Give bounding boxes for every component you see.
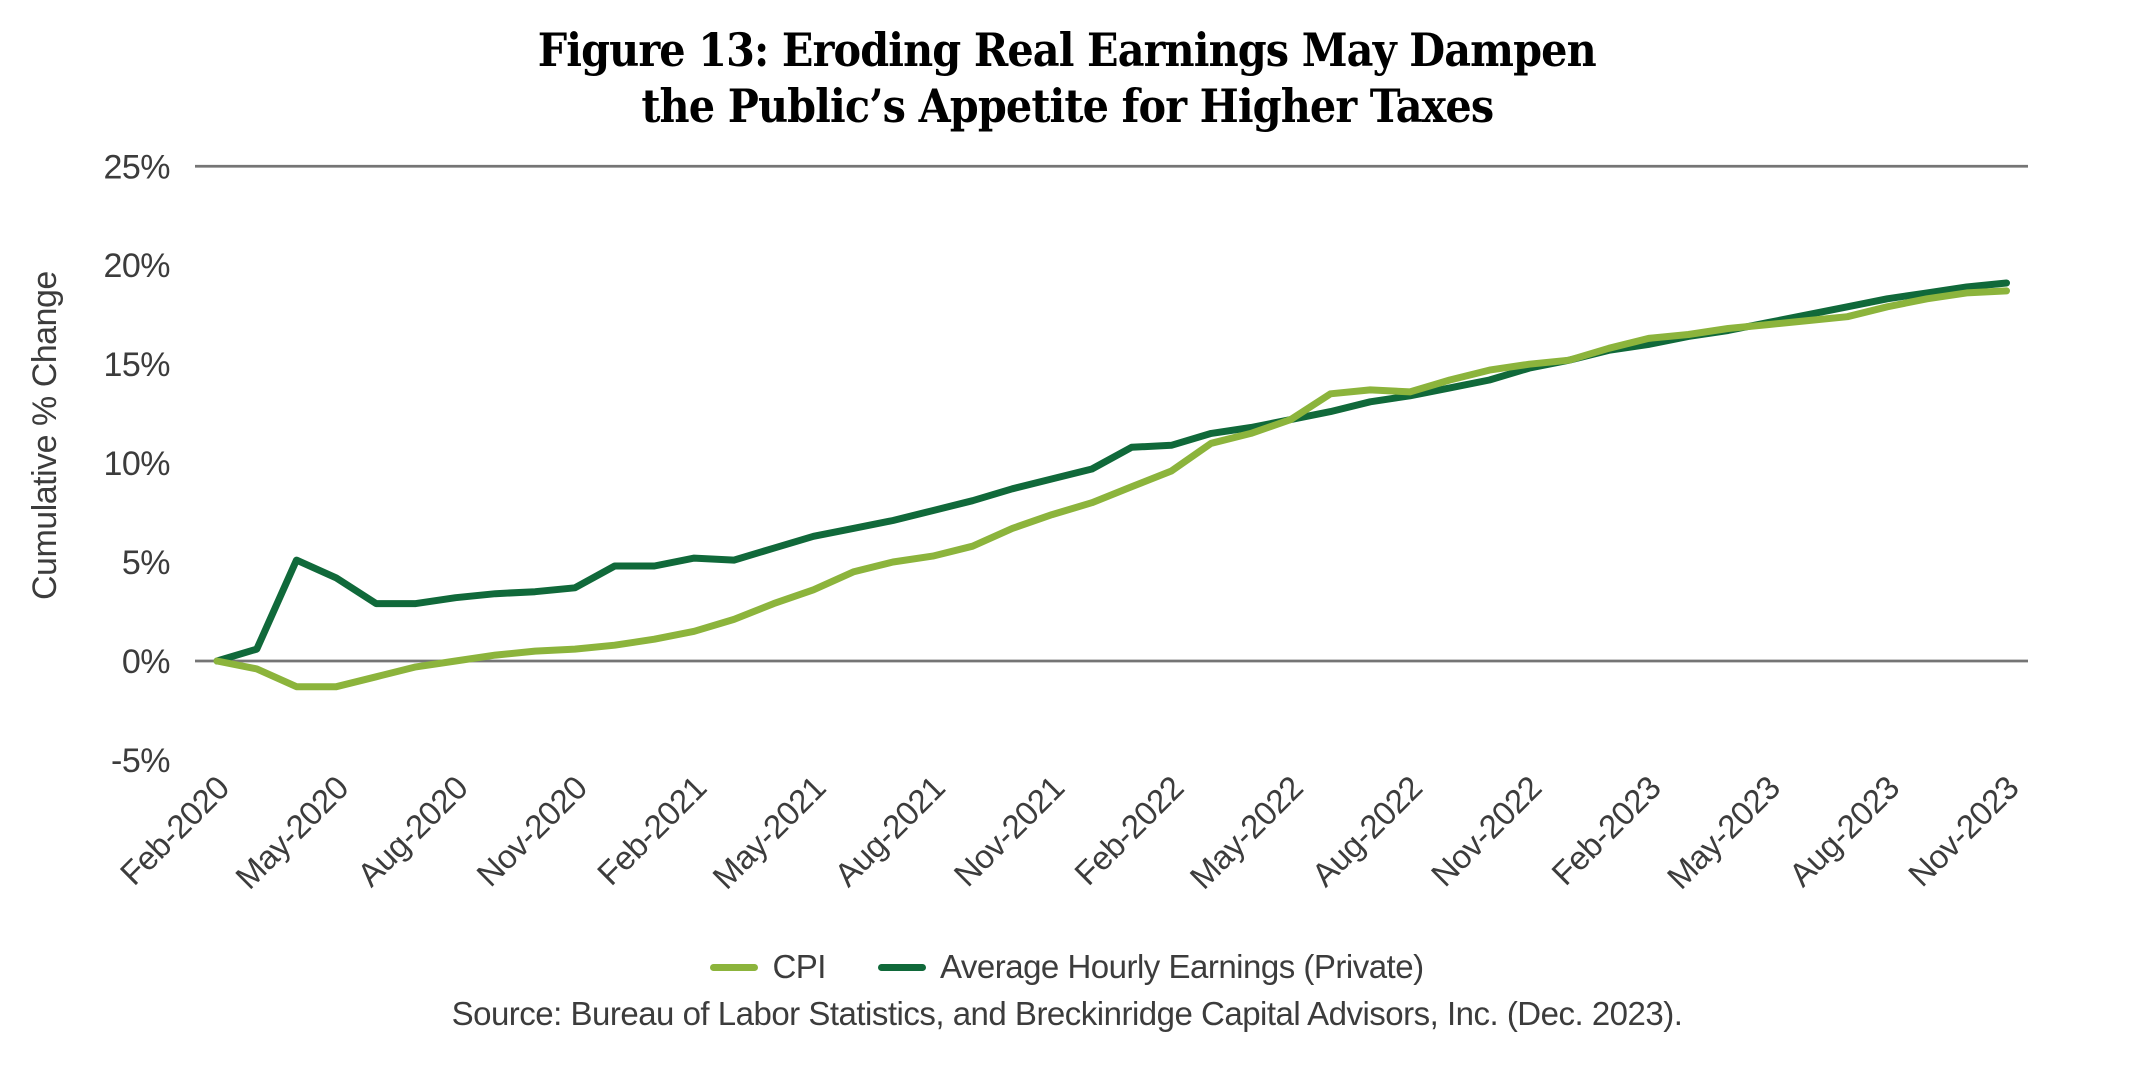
x-tick-label: Nov-2023 [1901, 769, 2026, 894]
y-tick-label: 10% [103, 445, 170, 483]
x-tick-label: Aug-2023 [1782, 769, 1907, 894]
y-tick-label: 15% [103, 346, 170, 384]
x-tick-label: Nov-2021 [947, 769, 1072, 894]
x-tick-label: May-2020 [228, 769, 355, 896]
x-tick-label: May-2022 [1183, 769, 1310, 896]
x-tick-label: Feb-2023 [1544, 769, 1667, 892]
x-tick-label: Aug-2021 [827, 769, 952, 894]
cpi-line-swatch [710, 963, 759, 971]
series-line-average-hourly-earnings-private [213, 279, 2010, 665]
x-tick-label: Feb-2020 [113, 769, 236, 892]
source-text: Source: Bureau of Labor Statistics, and … [451, 995, 1683, 1032]
chart-title-line2: the Public’s Appetite for Higher Taxes [641, 79, 1494, 133]
legend-item-cpi: CPI [710, 948, 826, 986]
x-tick-label: Aug-2022 [1304, 769, 1429, 894]
x-tick-label: May-2021 [705, 769, 832, 896]
x-tick-label: May-2023 [1660, 769, 1787, 896]
x-tick-label: Feb-2022 [1067, 769, 1190, 892]
legend-label-cpi: CPI [772, 948, 826, 985]
ahe-line-swatch [877, 963, 926, 971]
legend-item-ahe: Average Hourly Earnings (Private) [877, 948, 1424, 986]
legend-label-ahe: Average Hourly Earnings (Private) [939, 948, 1424, 985]
x-tick-label: Nov-2022 [1424, 769, 1549, 894]
series-line-cpi [213, 287, 2010, 691]
legend: CPI Average Hourly Earnings (Private) [710, 948, 1424, 986]
y-tick-label: 0% [122, 643, 170, 681]
x-tick-label: Aug-2020 [350, 769, 475, 894]
chart-footer: CPI Average Hourly Earnings (Private) So… [0, 948, 2134, 1033]
chart-title: Figure 13: Eroding Real Earnings May Dam… [0, 22, 2134, 134]
y-tick-label: 20% [103, 247, 170, 285]
y-tick-label: 25% [103, 148, 170, 186]
x-tick-label: Nov-2020 [469, 769, 594, 894]
y-tick-label: 5% [122, 544, 170, 582]
y-tick-label: -5% [111, 742, 170, 780]
chart-title-line1: Figure 13: Eroding Real Earnings May Dam… [537, 23, 1597, 77]
x-tick-label: Feb-2021 [590, 769, 713, 892]
